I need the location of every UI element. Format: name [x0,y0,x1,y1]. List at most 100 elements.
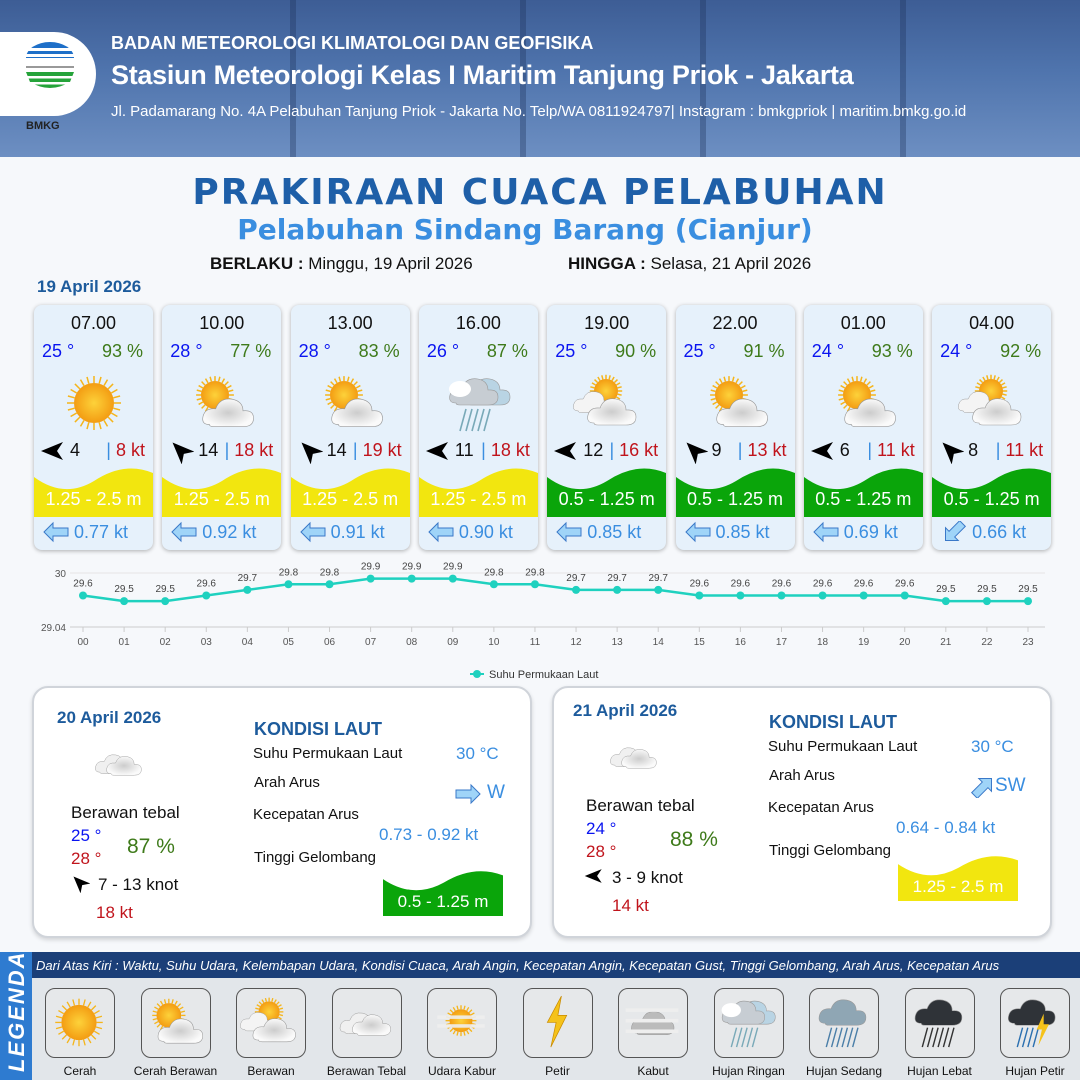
hujan-petir-icon [1001,989,1069,1060]
udara-kabur-icon [428,989,496,1060]
current-speed-label: Kecepatan Arus [253,806,359,823]
header-banner: BMKG BADAN METEOROLOGI KLIMATOLOGI DAN G… [0,0,1080,157]
data-label: 29.8 [279,567,299,578]
current-direction-icon [684,521,712,543]
cerah-berawan-icon [187,365,257,440]
today-date: 19 April 2026 [37,277,142,296]
forecast-time: 19.00 [584,313,630,333]
x-tick: 10 [488,637,500,648]
current-direction-icon [969,776,997,803]
x-tick: 14 [653,637,665,648]
wind-speed: 9 [711,440,722,460]
data-point [243,585,252,594]
data-point [613,585,622,594]
wave-band [290,465,410,517]
wind-direction-icon [810,438,836,464]
data-label: 29.5 [114,584,134,595]
cerah-berawan-icon [701,365,771,440]
data-label: 29.8 [484,567,504,578]
current-speed-value: 0.73 - 0.92 kt [379,825,479,844]
x-tick: 20 [899,637,911,648]
legend-label: Suhu Permukaan Laut [489,669,598,681]
wind-direction-icon [584,866,604,891]
wind-speed: 12 [583,440,604,460]
sst-value: 30 °C [456,744,499,763]
data-point [161,597,170,606]
legend-item [1000,988,1070,1058]
x-tick: 16 [735,637,747,648]
data-point [941,597,950,606]
sst-label: Suhu Permukaan Laut [768,738,918,755]
data-point [120,597,129,606]
current-speed: 0.92 kt [202,522,257,542]
current-direction-icon [555,521,583,543]
forecast-time: 07.00 [70,313,117,333]
legend-item [140,988,211,1058]
gust-speed: | 18 kt [224,440,274,460]
air-temperature: 26 ° [426,341,460,361]
legend-item [236,988,306,1058]
gust-speed: | 19 kt [352,440,402,460]
humidity: 90 % [615,341,657,361]
forecast-card: 16.00 26 ° 87 % 11 | 18 kt 1.25 - 2.5 m … [418,305,538,550]
x-tick: 18 [817,637,829,648]
day-gust: 18 kt [96,903,133,922]
day-temp-min: 24 ° [586,819,617,838]
wave-band [383,868,503,916]
data-label: 29.5 [155,584,175,595]
kabut-icon [619,989,687,1060]
forecast-card: 13.00 28 ° 83 % 14 | 19 kt 1.25 - 2.5 m … [290,305,410,550]
data-point [366,574,375,583]
kondisi-laut-heading: KONDISI LAUT [254,719,382,739]
wind-direction-icon [70,873,91,898]
wave-band [932,465,1052,517]
current-direction-label: Arah Arus [769,767,835,784]
data-point [79,591,87,600]
series-line [82,577,1028,603]
data-label: 29.8 [320,567,340,578]
station-name: Stasiun Meteorologi Kelas I Maritim Tanj… [111,60,854,90]
data-label: 29.6 [895,579,915,590]
wind-direction-icon [425,438,451,464]
air-temperature: 28 ° [170,341,203,361]
daily-panel: 20 April 2026 Berawan tebal 25 ° 28 ° 87… [32,686,532,938]
data-point [202,591,211,600]
berawan-tebal-icon [604,726,664,791]
berawan-icon [572,365,642,440]
data-label: 29.7 [238,573,258,584]
berawan-icon [237,989,305,1060]
data-label: 29.5 [977,584,997,595]
bmkg-logo: BMKG [0,32,96,132]
humidity: 87 % [486,341,528,361]
data-point [572,585,581,594]
data-label: 29.8 [525,567,545,578]
petir-icon [524,989,592,1060]
x-tick: 13 [612,637,624,648]
sst-chart: 30 29.04 29.6 00 29.5 01 29.5 02 29.6 03 29.7 04 29.… [41,562,1045,681]
wave-band [547,465,667,517]
forecast-time: 04.00 [969,313,1015,333]
forecast-card: 22.00 25 ° 91 % 9 | 13 kt 0.5 - 1.25 m 0… [675,305,795,550]
x-tick: 00 [77,637,89,648]
wind-direction-icon [297,438,324,465]
gust-speed: | 13 kt [737,440,787,460]
data-label: 29.6 [813,579,833,590]
gust-speed: | 18 kt [481,440,530,460]
x-tick: 17 [776,637,788,648]
legend-item-label: Hujan Sedang [805,1064,883,1078]
current-direction-icon [812,521,840,543]
gust-speed: | 11 kt [867,440,915,460]
data-label: 29.6 [772,579,792,590]
data-label: 29.5 [936,584,956,595]
wave-band [162,465,282,517]
air-temperature: 25 ° [42,341,75,361]
day-humidity: 87 % [127,835,175,858]
x-tick: 01 [119,637,131,648]
legend-item [809,988,879,1058]
data-point [900,591,909,600]
x-tick: 15 [694,637,706,648]
legend: LEGENDA Dari Atas Kiri : Waktu, Suhu Uda… [0,950,1080,1080]
current-speed-value: 0.64 - 0.84 kt [896,818,996,837]
wave-height: 1.25 - 2.5 m [45,489,142,509]
legend-item [331,988,402,1058]
